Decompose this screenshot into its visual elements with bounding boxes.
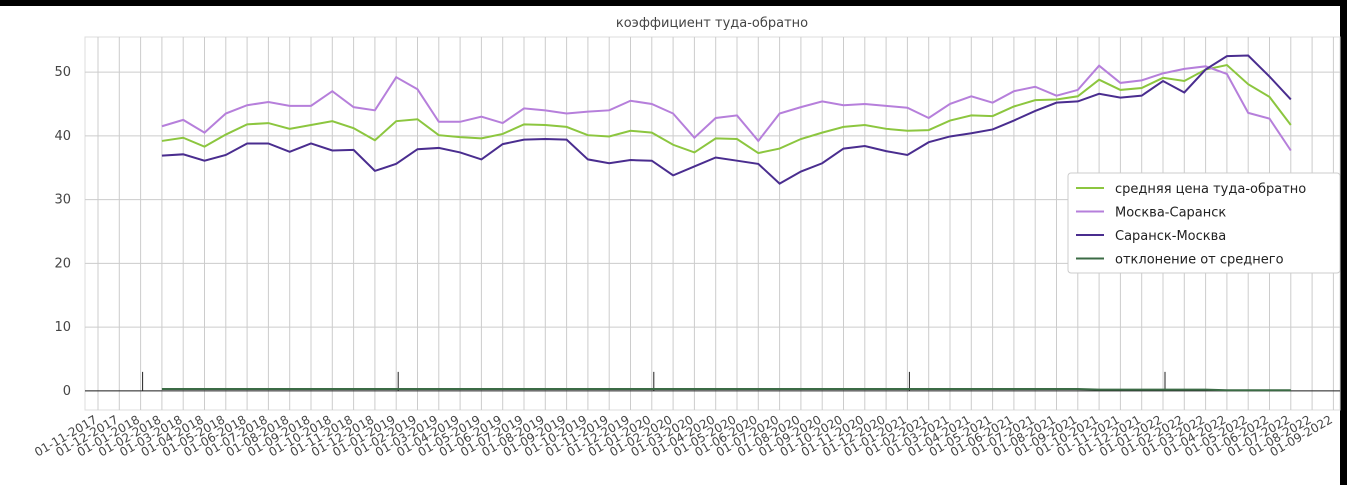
legend-label: отклонение от среднего	[1115, 253, 1284, 268]
y-tick-label: 20	[54, 256, 71, 271]
y-tick-label: 40	[54, 129, 71, 144]
y-tick-label: 50	[54, 65, 71, 80]
series-line	[161, 387, 1291, 392]
legend-label: Москва-Саранск	[1115, 206, 1226, 221]
legend-label: средняя цена туда-обратно	[1115, 182, 1306, 197]
series-line	[161, 64, 1292, 152]
y-tick-label: 0	[63, 384, 71, 399]
legend-label: Саранск-Москва	[1115, 229, 1226, 244]
series-line	[161, 63, 1292, 155]
legend-box	[1067, 172, 1341, 274]
chart-title: коэффициент туда-обратно	[616, 16, 808, 31]
y-tick-label: 10	[54, 320, 71, 335]
y-tick-label: 30	[54, 193, 71, 208]
series-line	[161, 54, 1292, 185]
